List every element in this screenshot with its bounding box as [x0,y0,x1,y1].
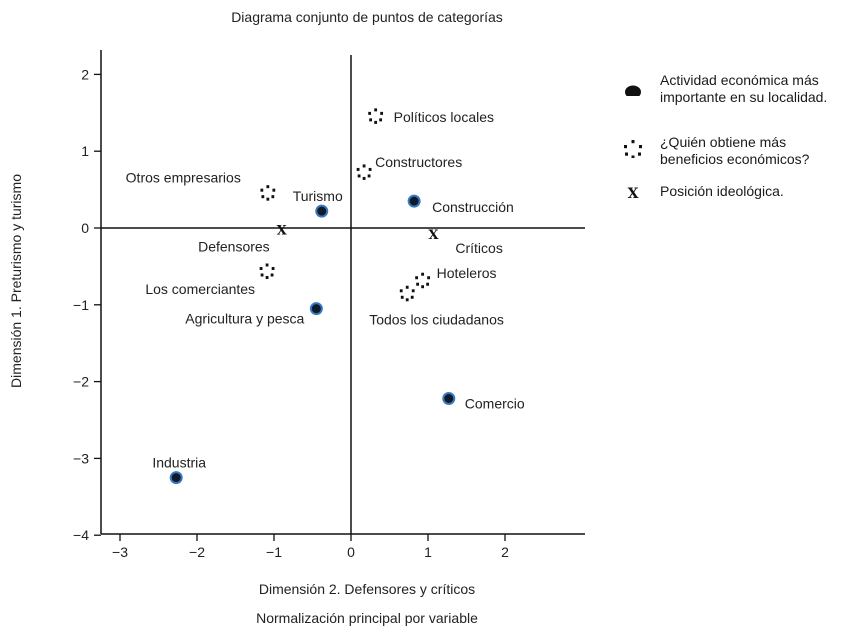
y-tick-label: −2 [73,374,89,390]
x-tick-label: 2 [501,544,509,560]
y-tick-label: −3 [73,450,89,466]
x-tick-label: 0 [347,544,355,560]
point-constructores [356,164,372,180]
filled-circle-marker-icon [625,85,641,96]
y-axis-label: Dimensión 1. Preturismo y turismo [8,174,24,388]
point-turismo [315,204,329,218]
point-otros-empresarios [260,185,276,201]
point-los-comerciantes [259,263,275,280]
point-label-defensores: Defensores [198,239,270,255]
point-hoteleros [415,272,431,289]
point-label-los-comerciantes: Los comerciantes [145,281,255,297]
point-todos-los-ciudadanos [399,285,415,302]
point-label-constructores: Constructores [375,154,462,170]
point-label-construccion: Construcción [432,199,514,215]
y-tick-label: −4 [73,527,89,543]
point-label-industria: Industria [152,455,206,471]
legend-label: ¿Quién obtiene más beneficios económicos… [660,134,810,167]
y-tick-label: 0 [81,220,89,236]
x-marker-icon: X [628,186,639,202]
point-defensores: X [277,224,288,239]
y-tick-label: −1 [73,297,89,313]
point-construccion [407,194,421,208]
x-axis-label: Dimensión 2. Defensores y críticos [259,581,475,597]
point-label-turismo: Turismo [293,188,343,204]
point-industria [169,471,183,485]
svg-text:X: X [628,186,639,202]
x-tick-label: −2 [189,544,205,560]
point-label-comercio: Comercio [465,395,525,411]
point-label-politicos-locales: Políticos locales [394,109,494,125]
x-tick-label: −1 [266,544,282,560]
legend-label: Posición ideológica. [660,183,784,199]
dotted-circle-marker-icon [624,140,642,158]
x-tick-label: 1 [424,544,432,560]
x-axis-normalization-note: Normalización principal por variable [256,610,478,626]
x-tick-label: −3 [112,544,128,560]
point-label-todos-los-ciudadanos: Todos los ciudadanos [369,311,504,327]
y-tick-label: 2 [81,66,89,82]
point-label-criticos: Críticos [455,240,502,256]
legend-label: Actividad económica más importante en su… [660,72,828,105]
point-comercio [442,391,456,405]
point-label-agricultura-y-pesca: Agricultura y pesca [185,311,304,327]
point-agricultura-y-pesca [309,302,323,316]
point-label-hoteleros: Hoteleros [437,265,497,281]
y-tick-label: 1 [81,143,89,159]
point-politicos-locales [368,108,384,124]
point-label-otros-empresarios: Otros empresarios [126,170,241,186]
chart-title: Diagrama conjunto de puntos de categoría… [231,9,503,25]
point-criticos: X [428,228,439,243]
